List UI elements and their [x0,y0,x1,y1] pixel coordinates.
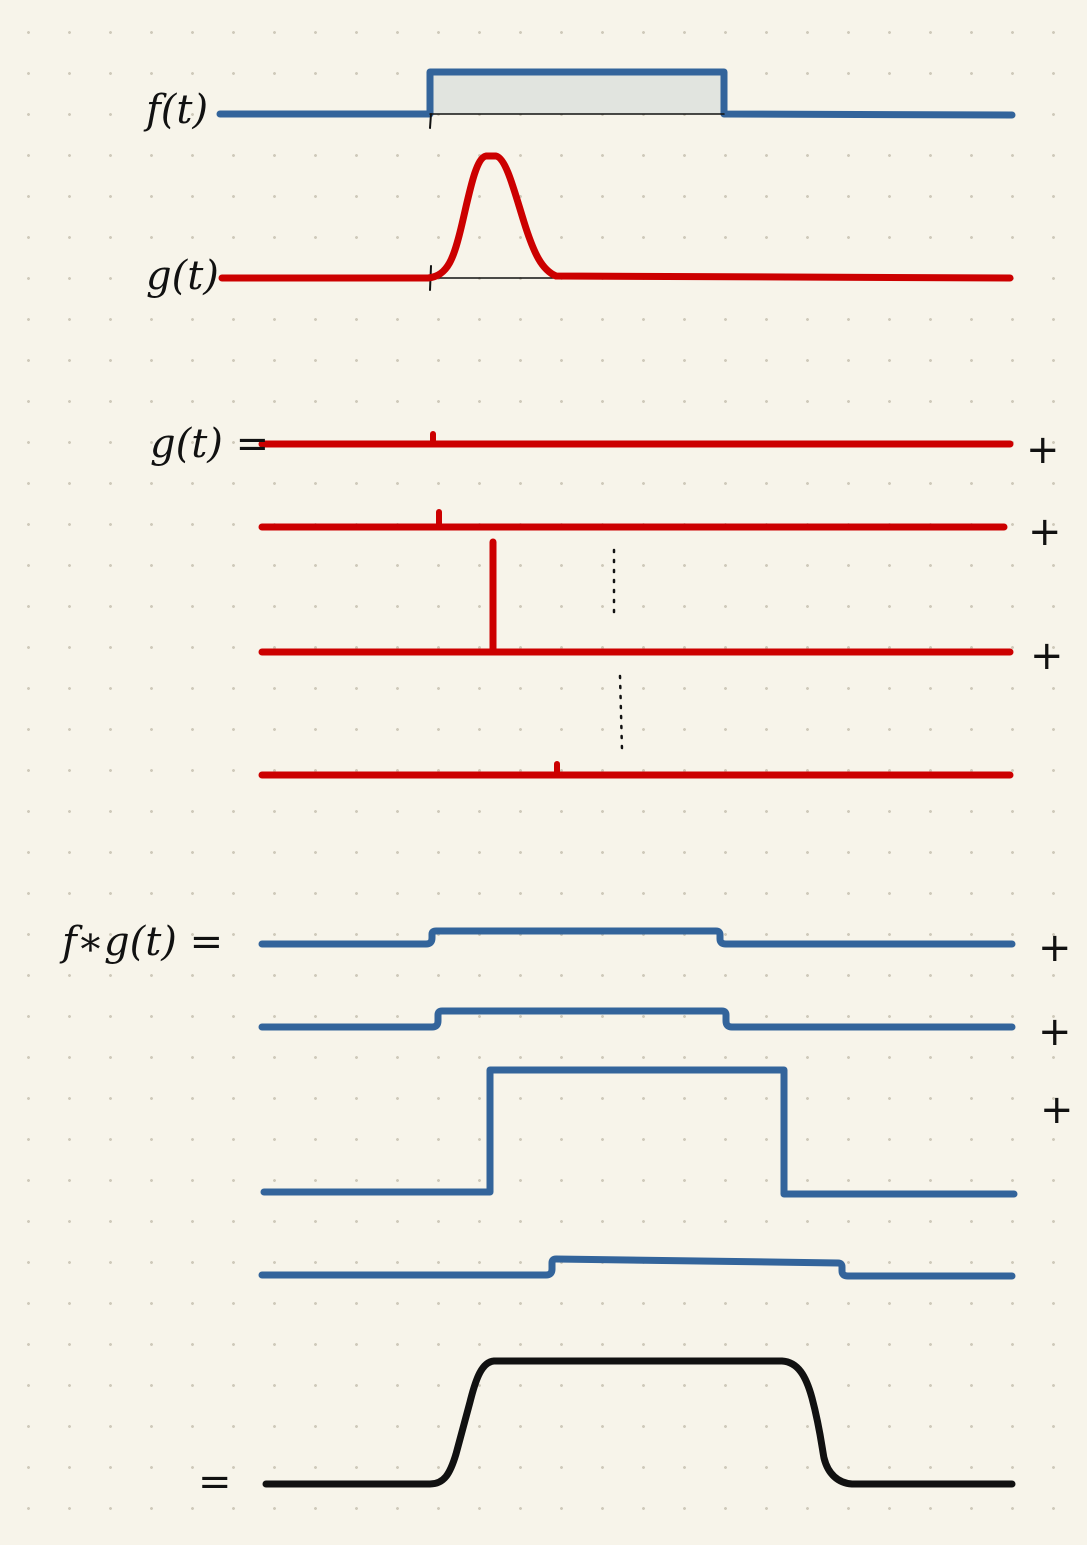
plus-sign: + [1026,427,1060,473]
impulse-row-2 [258,509,1008,531]
plus-sign: + [1030,633,1064,679]
plus-sign: + [1028,509,1062,555]
impulse-row-1 [258,431,1014,448]
g-signal [218,152,1014,291]
g-bump-line [218,152,1014,282]
conv-term-4 [258,1255,1016,1280]
impulse-row-3 [258,538,1014,656]
ellipsis-dots-2 [618,674,624,752]
conv-term-3 [260,1066,1018,1198]
impulse-row-4 [258,761,1014,779]
convolution-label: f∗g(t) = [62,919,224,965]
conv-term-1 [258,927,1016,948]
result-line [262,1357,1016,1488]
conv-term-2 [258,1007,1016,1031]
f-pulse-fill [430,72,724,114]
plus-sign: + [1038,1009,1072,1055]
f-signal [216,68,1016,129]
result-equals-label: = [198,1459,232,1505]
g-decomposition-label: g(t) = [150,421,270,467]
plus-sign: + [1040,1087,1074,1133]
plus-sign: + [1038,925,1072,971]
f-label: f(t) [146,87,209,133]
g-label: g(t) [146,253,219,299]
f-start-tick [429,113,432,129]
f-pulse-line [216,68,1016,119]
